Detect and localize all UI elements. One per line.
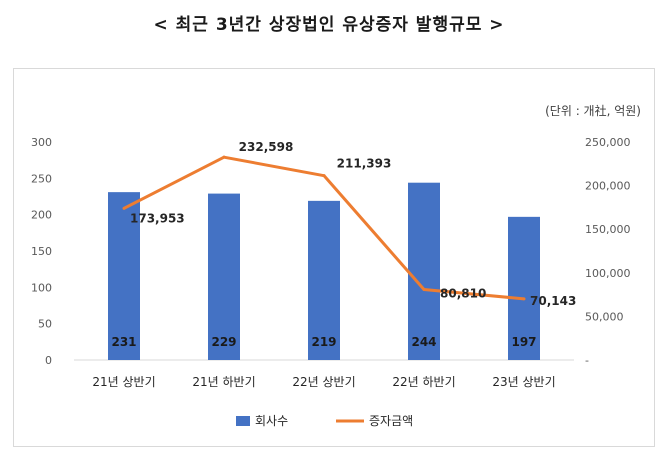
- line-value-label: 232,598: [239, 140, 294, 154]
- x-tick-label: 21년 상반기: [92, 375, 155, 389]
- y-left-tick-label: 300: [31, 136, 52, 149]
- line-point: [422, 288, 426, 292]
- combo-chart: (단위 : 개社, 억원) 0 50 100 150 200 250 300 - 50,000 10…: [31, 103, 641, 428]
- bar-value-label: 244: [411, 335, 436, 349]
- chart-title: < 최근 3년간 상장법인 유상증자 발행규모 >: [153, 15, 505, 35]
- x-tick-label: 22년 하반기: [392, 375, 455, 389]
- bar-value-label: 229: [211, 335, 236, 349]
- y-right-tick-label: 150,000: [585, 223, 631, 236]
- bar: [108, 192, 140, 360]
- line-value-label: 70,143: [530, 294, 576, 308]
- y-left-tick-label: 250: [31, 172, 52, 185]
- x-tick-label: 22년 상반기: [292, 375, 355, 389]
- bar-value-label: 219: [311, 335, 336, 349]
- line-value-label: 173,953: [130, 211, 185, 225]
- y-right-tick-label: 200,000: [585, 180, 631, 193]
- bar: [308, 200, 340, 360]
- line-point: [322, 174, 326, 178]
- line-value-label: 80,810: [440, 287, 486, 301]
- x-tick-label: 21년 하반기: [192, 375, 255, 389]
- line-point: [222, 155, 226, 159]
- line-point: [522, 297, 526, 301]
- bar: [508, 216, 540, 360]
- y-right-tick-label: 250,000: [585, 136, 631, 149]
- unit-note: (단위 : 개社, 억원): [545, 103, 641, 118]
- y-left-tick-label: 100: [31, 281, 52, 294]
- line-point: [122, 206, 126, 210]
- y-left-tick-label: 50: [38, 318, 52, 331]
- line-value-label: 211,393: [337, 157, 392, 171]
- y-left-tick-label: 0: [45, 354, 52, 367]
- y-right-tick-label: -: [585, 354, 589, 367]
- bar: [208, 193, 240, 360]
- y-right-tick-label: 100,000: [585, 267, 631, 280]
- legend-label-bar: 회사수: [255, 414, 288, 428]
- y-left-tick-label: 200: [31, 209, 52, 222]
- y-left-tick-label: 150: [31, 245, 52, 258]
- chart-panel: (단위 : 개社, 억원) 0 50 100 150 200 250 300 - 50,000 10…: [13, 68, 655, 447]
- bar-value-label: 197: [511, 335, 536, 349]
- legend-label-line: 증자금액: [369, 414, 413, 428]
- legend-swatch-bar: [236, 416, 250, 426]
- bar: [408, 182, 440, 360]
- x-tick-label: 23년 상반기: [492, 375, 555, 389]
- bar-value-label: 231: [111, 335, 136, 349]
- y-right-tick-label: 50,000: [585, 310, 624, 323]
